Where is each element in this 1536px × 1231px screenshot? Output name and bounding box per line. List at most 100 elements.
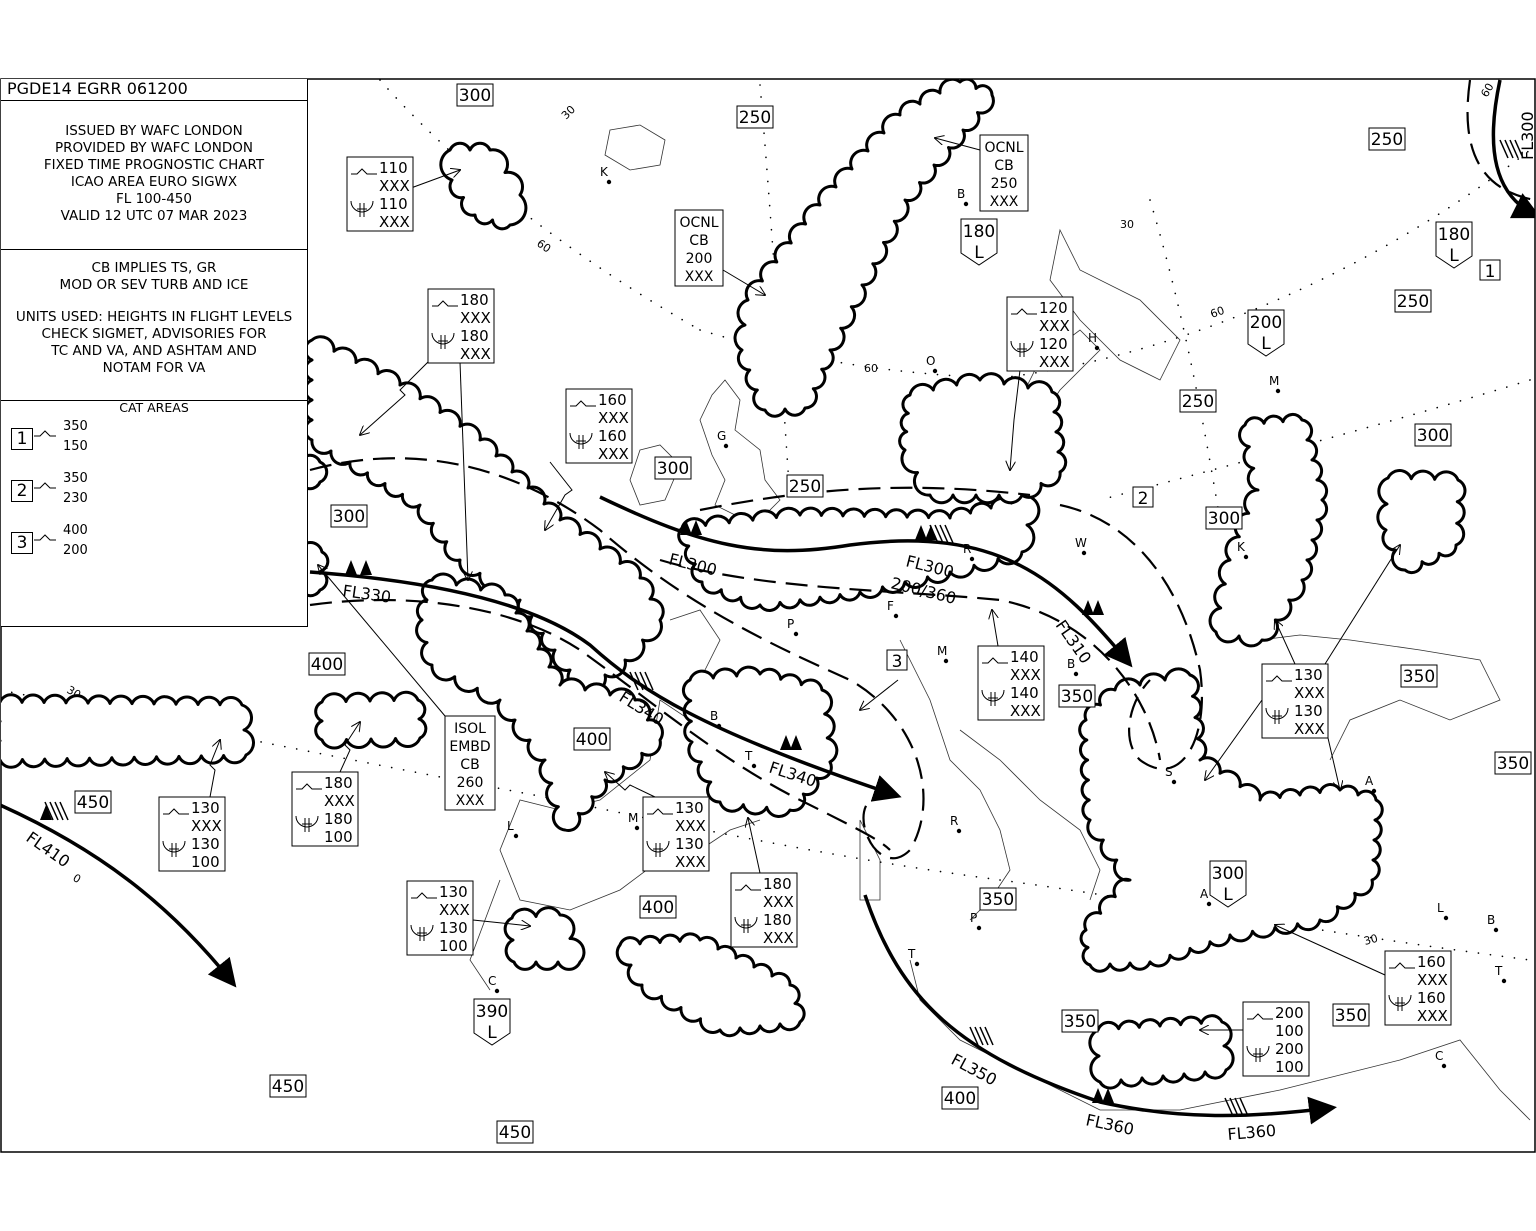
cb-box-value: XXX — [460, 309, 491, 327]
cb-box-value: 100 — [1275, 1022, 1304, 1040]
icing-icon — [569, 432, 593, 449]
cb-box-value: XXX — [598, 445, 629, 463]
cb-text-box: OCNL CB 250 XXX — [979, 134, 1029, 212]
tropopause-box-outline — [1058, 684, 1096, 708]
tropopause-box: 450 — [496, 1120, 534, 1144]
cb-box-value: 180 — [460, 291, 489, 309]
cat-area-marker: 2 — [1132, 486, 1154, 509]
chart-id: PGDE14 EGRR 061200 — [1, 79, 307, 101]
wind-feather-icon — [929, 524, 939, 544]
graticule-line — [1149, 199, 1221, 521]
wind-pennant-icon — [915, 525, 927, 540]
issue-line: ICAO AREA EURO SIGWX — [70, 174, 238, 190]
tropopause-box-outline — [1061, 1009, 1099, 1033]
tropopause-height: 450 — [77, 793, 109, 813]
turbulence-icon — [982, 657, 1008, 664]
graticule-label: 60 — [1209, 304, 1227, 321]
turbulence-icon — [351, 168, 377, 175]
tropopause-box-outline — [736, 105, 774, 129]
cb-box-value: 160 — [1417, 953, 1446, 971]
coastline — [699, 379, 781, 521]
place-dot — [634, 825, 640, 831]
tropopause-box-outline — [74, 790, 112, 814]
cat-boundary — [309, 457, 925, 860]
cb-box-outline — [1006, 296, 1074, 372]
leader-line — [545, 461, 573, 530]
jet-stream-axis — [1491, 79, 1535, 219]
cb-text-box: OCNL CB 200 XXX — [674, 209, 724, 287]
place-dot — [513, 833, 519, 839]
cb-box-value: XXX — [1010, 702, 1041, 720]
tropopause-box-outline — [1205, 506, 1243, 530]
wind-feather-icon — [629, 671, 639, 691]
place-dot — [1073, 671, 1079, 677]
tropopause-height: 450 — [499, 1123, 531, 1143]
icing-icon — [646, 840, 670, 857]
icing-icon — [162, 840, 186, 857]
wind-feather-icon — [59, 801, 69, 821]
cb-box-value: XXX — [598, 409, 629, 427]
place-dot — [932, 368, 938, 374]
place-dot — [606, 179, 612, 185]
cb-box-line: XXX — [685, 269, 714, 285]
turbulence-icon — [432, 300, 458, 307]
tropopause-height: 250 — [1371, 130, 1403, 150]
cat-marker-outline — [1132, 486, 1154, 508]
cb-box-line: 250 — [991, 176, 1018, 192]
turbulence-icon — [34, 430, 56, 437]
tropopause-box-outline — [330, 504, 368, 528]
tropopause-box: 400 — [573, 727, 611, 751]
wind-feather-icon — [644, 671, 654, 691]
tropopause-box: 250 — [736, 105, 774, 129]
leader-line — [472, 919, 530, 926]
cb-box-line: EMBD — [449, 739, 490, 755]
place-letter: B — [1067, 657, 1075, 671]
cb-box-value: 200 — [1275, 1040, 1304, 1058]
tropopause-box-outline — [941, 1086, 979, 1110]
tropopause-height: 300 — [1212, 864, 1244, 884]
leader-line — [1275, 925, 1386, 976]
place-letter: P — [970, 911, 977, 925]
cat-area-number: 2 — [11, 480, 33, 502]
cb-box-line: 260 — [457, 775, 484, 791]
tropopause-box-outline — [1394, 289, 1432, 313]
cb-box-line: OCNL — [984, 140, 1023, 156]
wind-pennant-icon — [360, 560, 372, 575]
cb-box-value: XXX — [379, 177, 410, 195]
tropopause-height: 400 — [576, 730, 608, 750]
cb-box-value: 180 — [763, 875, 792, 893]
cb-info-boxes: 110XXX110XXX180XXX180XXX160XXX160XXX120X… — [158, 134, 1452, 1077]
cb-box-outline — [1384, 950, 1452, 1026]
cb-box-value: 130 — [1294, 666, 1323, 684]
tropopause-box-outline — [1368, 127, 1406, 151]
turbulence-icon — [1011, 308, 1037, 315]
cb-cloud — [733, 79, 995, 418]
tropopause-box-outline — [496, 1120, 534, 1144]
place-dot — [1493, 927, 1499, 933]
place-letter: W — [1075, 536, 1087, 550]
place-letter: L — [1437, 901, 1444, 915]
cb-text-box: ISOL EMBD CB 260 XXX — [444, 715, 496, 811]
cat-area-item: 2 350 230 — [1, 467, 307, 519]
cb-box-value: 130 — [439, 883, 468, 901]
cb-box-value: 180 — [324, 810, 353, 828]
jet-flight-level-label: FL360 — [1227, 1121, 1277, 1144]
cb-box-value: XXX — [1039, 317, 1070, 335]
place-letter: K — [600, 165, 609, 179]
issue-line: FL 100-450 — [116, 191, 192, 207]
cb-box-outline — [642, 796, 710, 872]
tropopause-height: 200 — [1250, 313, 1282, 333]
leader-line — [1327, 737, 1340, 790]
note-line — [1, 294, 307, 309]
wind-pennant-icon — [40, 805, 52, 820]
leader-line — [748, 818, 761, 874]
leader-line — [935, 138, 981, 151]
cb-box-line: ISOL — [454, 721, 486, 737]
wind-pennant-icon — [1082, 600, 1094, 615]
